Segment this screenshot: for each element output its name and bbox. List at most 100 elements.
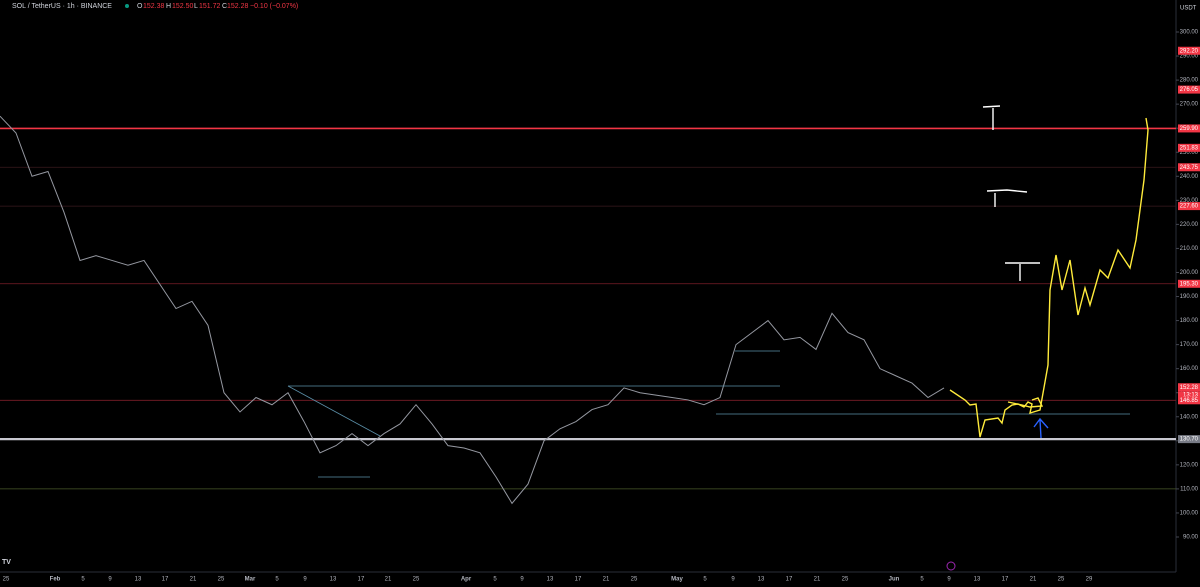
time-tick-label: 13: [547, 577, 554, 583]
time-tick-label: 21: [1030, 577, 1037, 583]
time-tick-label: 13: [330, 577, 337, 583]
price-tag: [1178, 85, 1200, 94]
price-tick-label: 110.00: [1180, 486, 1199, 492]
price-tag-label: 146.85: [1180, 398, 1199, 404]
price-tag-label: 227.60: [1180, 204, 1199, 210]
time-tick-label: 25: [3, 577, 10, 583]
time-tick-label: 5: [703, 577, 707, 583]
price-tick-label: 160.00: [1180, 366, 1199, 372]
time-tick-label: 25: [1058, 577, 1065, 583]
change: −0.10 (−0.07%): [250, 3, 298, 10]
arrow: [1033, 417, 1049, 439]
time-tick-label: 17: [162, 577, 169, 583]
time-tick-label: 25: [413, 577, 420, 583]
ohlc-label: H: [166, 3, 171, 10]
time-tick-label: 17: [1002, 577, 1009, 583]
time-tick-label: 9: [303, 577, 307, 583]
price-tick-label: 90.00: [1183, 535, 1199, 541]
time-tick-label: 13: [974, 577, 981, 583]
time-tick-label: May: [671, 577, 683, 583]
time-tick-label: 21: [814, 577, 821, 583]
forecast-sketch: [1007, 397, 1044, 408]
legend: SOL / TetherUS · 1h · BINANCE O 152.38 H…: [12, 3, 298, 10]
time-tick-label: Mar: [245, 577, 256, 583]
time-tick-label: 13: [758, 577, 765, 583]
time-tick-label: 21: [385, 577, 392, 583]
ohlc-label: L: [194, 3, 198, 10]
forecast-sketch: [949, 117, 1149, 438]
price-tick-label: 250.00: [1180, 150, 1199, 156]
time-tick-label: Apr: [461, 577, 472, 583]
time-tick-label: 5: [493, 577, 497, 583]
price-tick-label: 100.00: [1180, 511, 1199, 517]
time-tick-label: 5: [920, 577, 924, 583]
price-line: [0, 115, 945, 505]
time-tick-label: 25: [218, 577, 225, 583]
price-tag: [1178, 124, 1200, 133]
price-tick-label: 190.00: [1180, 294, 1199, 300]
price-tick-label: 200.00: [1180, 270, 1199, 276]
currency: USDT: [1180, 6, 1197, 12]
price-tag-label: 195.30: [1180, 281, 1199, 287]
ohlc-label: C: [222, 3, 227, 10]
price-tick-label: 240.00: [1180, 174, 1199, 180]
time-tick-label: 17: [575, 577, 582, 583]
time-tick-label: Feb: [50, 577, 61, 583]
time-tick-label: 17: [358, 577, 365, 583]
price-tick-label: 170.00: [1180, 342, 1199, 348]
symbol: SOL / TetherUS · 1h · BINANCE: [12, 3, 112, 10]
target-marks: [982, 105, 1040, 281]
price-tick-label: 180.00: [1180, 318, 1199, 324]
countdown-bg: [1178, 391, 1200, 399]
price-tick-label: 120.00: [1180, 462, 1199, 468]
price-tick-label: 280.00: [1180, 78, 1199, 84]
price-tag-label: 276.05: [1180, 87, 1199, 93]
price-tag-label: 259.90: [1180, 126, 1199, 132]
time-tick-label: 9: [947, 577, 951, 583]
price-tick-label: 300.00: [1180, 30, 1199, 36]
time-tick-label: 5: [275, 577, 279, 583]
ohlc-label: O: [137, 3, 143, 10]
time-tick-label: 25: [631, 577, 638, 583]
drawings: TV: [2, 105, 1149, 571]
time-tick-label: 5: [81, 577, 85, 583]
price-tag-label: 292.20: [1180, 48, 1199, 54]
price-tick-label: 140.00: [1180, 414, 1199, 420]
price-tag: [1178, 279, 1200, 288]
event-icon: [946, 561, 956, 571]
ohlc-value: 151.72: [199, 3, 221, 10]
ohlc-value: 152.50: [172, 3, 194, 10]
price-tick-label: 290.00: [1180, 54, 1199, 60]
price-tag-label: 243.75: [1180, 165, 1199, 171]
ohlc-value: 152.28: [227, 3, 249, 10]
trend-line: [287, 385, 381, 437]
time-tick-label: 9: [731, 577, 735, 583]
price-tag: [1178, 163, 1200, 172]
logo: TV: [2, 559, 11, 566]
price-tag-label: 152.28: [1180, 385, 1199, 391]
price-tick-label: 270.00: [1180, 102, 1199, 108]
time-tick-label: 29: [1086, 577, 1093, 583]
price-tag: [1178, 143, 1200, 152]
time-tick-label: 21: [603, 577, 610, 583]
time-tick-label: 9: [108, 577, 112, 583]
price-tag-label: 130.70: [1180, 437, 1199, 443]
price-tick-label: 220.00: [1180, 222, 1199, 228]
price-tag: [1178, 202, 1200, 211]
ohlc-value: 152.38: [143, 3, 165, 10]
price-tick-label: 230.00: [1180, 198, 1199, 204]
countdown: 13:13: [1183, 392, 1199, 398]
price-tag: [1178, 383, 1200, 392]
price-tag: [1178, 396, 1200, 405]
time-tick-label: 13: [135, 577, 142, 583]
price-tag: [1178, 435, 1200, 444]
time-tick-label: Jun: [889, 577, 900, 583]
price-tag-label: 251.83: [1180, 145, 1199, 151]
price-axis: [1177, 14, 1200, 572]
time-tick-label: 25: [842, 577, 849, 583]
time-tick-label: 21: [190, 577, 197, 583]
time-tick-label: 17: [786, 577, 793, 583]
price-tag: [1178, 46, 1200, 55]
